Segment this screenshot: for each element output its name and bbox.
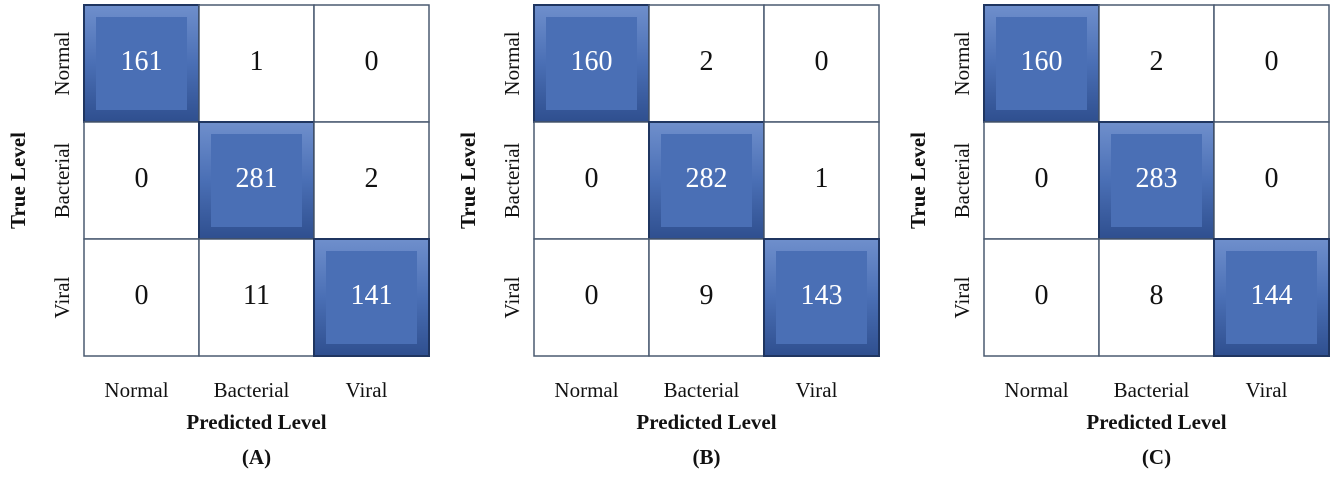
cell-bevel [776,251,867,344]
cell [198,238,315,357]
x-tick-label: Bacterial [664,378,740,402]
x-tick-label: Normal [104,378,168,402]
cell-value: 281 [236,163,278,194]
cell [763,4,880,123]
cell [83,238,200,357]
y-tick-label: Normal [500,31,524,95]
cell [983,121,1100,240]
cell-value: 9 [700,280,714,311]
cell-value: 144 [1251,280,1293,311]
cell-value: 8 [1150,280,1164,311]
cell-bevel [661,134,752,227]
x-tick-label: Bacterial [1114,378,1190,402]
cell-value: 0 [135,280,149,311]
cell [1098,238,1215,357]
cell-value: 0 [1265,163,1279,194]
cell-value: 0 [365,46,379,77]
cell-bevel [1226,251,1317,344]
y-tick-label: Bacterial [950,142,974,218]
cell-bevel [996,17,1087,110]
cell-value: 141 [351,280,393,311]
cell-value: 0 [585,163,599,194]
y-tick-label: Bacterial [500,142,524,218]
cell [763,121,880,240]
cell-value: 2 [700,46,714,77]
y-tick-label: Viral [50,276,74,318]
cell [1098,4,1215,123]
y-axis-label: True Level [906,132,930,229]
cell-value: 283 [1136,163,1178,194]
cell [648,238,765,357]
x-tick-label: Normal [1004,378,1068,402]
y-tick-label: Normal [950,31,974,95]
cell-value: 0 [135,163,149,194]
cell [313,4,430,123]
cell-value: 0 [1035,280,1049,311]
y-axis-label: True Level [6,132,30,229]
caption: (A) [242,445,271,469]
x-axis-label: Predicted Level [186,410,326,434]
x-tick-label: Viral [796,378,838,402]
y-tick-label: Viral [500,276,524,318]
cell [313,121,430,240]
cell-value: 2 [365,163,379,194]
y-tick-label: Normal [50,31,74,95]
x-tick-label: Viral [346,378,388,402]
cell-bevel [546,17,637,110]
cell-value: 0 [1265,46,1279,77]
cell-value: 0 [1035,163,1049,194]
cell-value: 160 [571,46,613,77]
cell-value: 2 [1150,46,1164,77]
cell-bevel [96,17,187,110]
cell-value: 160 [1021,46,1063,77]
cell-value: 1 [250,46,264,77]
x-tick-label: Viral [1246,378,1288,402]
caption: (B) [693,445,721,469]
caption: (C) [1142,445,1171,469]
y-axis-label: True Level [456,132,480,229]
cell-bevel [1111,134,1202,227]
cell-value: 0 [585,280,599,311]
cell-value: 0 [815,46,829,77]
x-tick-label: Normal [554,378,618,402]
cell [648,4,765,123]
cell-value: 11 [243,280,270,311]
cell [1213,121,1330,240]
cell-value: 1 [815,163,829,194]
cell-value: 161 [121,46,163,77]
cell-value: 143 [801,280,843,311]
x-axis-label: Predicted Level [636,410,776,434]
x-axis-label: Predicted Level [1086,410,1226,434]
y-tick-label: Bacterial [50,142,74,218]
cell-bevel [211,134,302,227]
y-tick-label: Viral [950,276,974,318]
cell [198,4,315,123]
cell-bevel [326,251,417,344]
x-tick-label: Bacterial [214,378,290,402]
cell-value: 282 [686,163,728,194]
